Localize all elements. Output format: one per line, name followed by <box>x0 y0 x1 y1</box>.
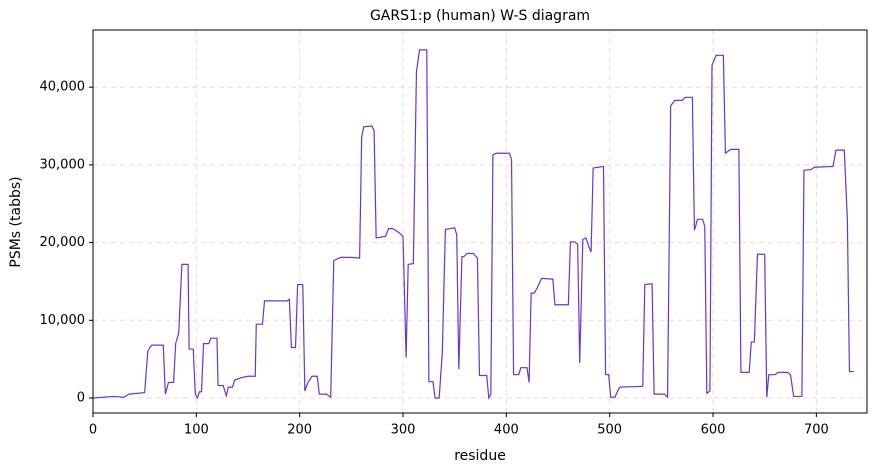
x-tick-label: 400 <box>494 423 519 438</box>
x-tick-label: 600 <box>701 423 726 438</box>
y-axis-label: PSMs (tabbs) <box>8 176 24 267</box>
y-tick-label: 30,000 <box>40 157 86 172</box>
x-tick-label: 200 <box>287 423 312 438</box>
x-tick-label: 100 <box>184 423 209 438</box>
y-tick-label: 20,000 <box>40 235 86 250</box>
data-line <box>92 49 854 401</box>
x-tick-label: 500 <box>597 423 622 438</box>
chart-title: GARS1:p (human) W-S diagram <box>370 8 590 24</box>
y-tick-label: 10,000 <box>40 313 86 328</box>
plot-frame <box>92 29 868 414</box>
x-tick-label: 700 <box>804 423 829 438</box>
y-tick-label: 40,000 <box>40 80 86 95</box>
x-axis-label: residue <box>454 448 506 464</box>
x-tick-label: 300 <box>391 423 416 438</box>
y-tick-label: 0 <box>77 391 85 406</box>
x-tick-label: 0 <box>89 423 97 438</box>
